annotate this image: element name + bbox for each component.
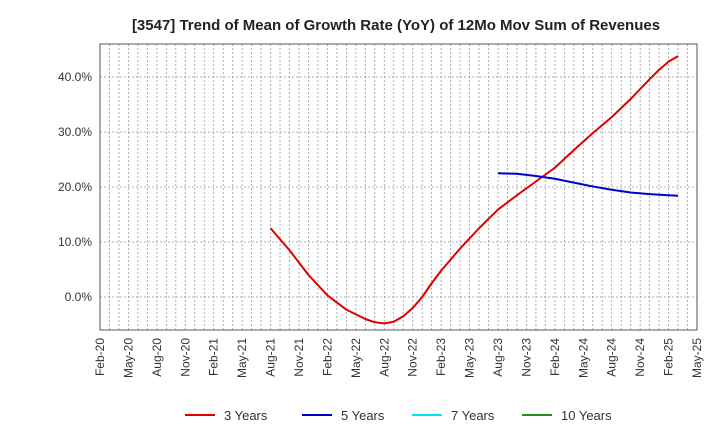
chart-title: [3547] Trend of Mean of Growth Rate (YoY… xyxy=(132,17,660,34)
series-lines xyxy=(269,55,679,325)
x-tick-label: May-25 xyxy=(690,338,704,378)
series-line-5-years xyxy=(497,172,679,197)
x-tick-label: Aug-24 xyxy=(605,338,619,377)
legend-label-7-years: 7 Years xyxy=(451,408,495,423)
x-tick-label: May-24 xyxy=(576,338,590,378)
x-tick-label: Nov-23 xyxy=(519,338,533,377)
x-tick-label: Feb-23 xyxy=(434,338,448,376)
x-tick-label: Feb-25 xyxy=(662,338,676,376)
y-axis-ticks: 0.0% 10.0% 20.0% 30.0% 40.0% xyxy=(58,70,92,304)
y-tick-label: 10.0% xyxy=(58,235,92,249)
y-tick-label: 30.0% xyxy=(58,125,92,139)
plot-frame xyxy=(99,43,698,331)
series-line-3-years xyxy=(269,55,679,325)
x-tick-label: May-22 xyxy=(349,338,363,378)
x-tick-label: Feb-22 xyxy=(320,338,334,376)
x-tick-label: Nov-24 xyxy=(633,338,647,377)
x-tick-label: May-23 xyxy=(463,338,477,378)
x-axis-ticks: Feb-20 May-20 Aug-20 Nov-20 Feb-21 May-21 Aug-… xyxy=(93,338,704,378)
y-tick-label: 20.0% xyxy=(58,180,92,194)
legend-label-5-years: 5 Years xyxy=(341,408,385,423)
y-tick-label: 40.0% xyxy=(58,70,92,84)
x-tick-label: Feb-20 xyxy=(93,338,107,376)
legend-label-3-years: 3 Years xyxy=(224,408,268,423)
x-tick-label: Nov-22 xyxy=(406,338,420,377)
x-tick-label: Nov-20 xyxy=(178,338,192,377)
x-tick-label: Feb-24 xyxy=(548,338,562,376)
x-tick-label: May-20 xyxy=(121,338,135,378)
x-tick-label: May-21 xyxy=(235,338,249,378)
legend-label-10-years: 10 Years xyxy=(561,408,612,423)
x-tick-label: Aug-22 xyxy=(377,338,391,377)
x-tick-label: Aug-20 xyxy=(150,338,164,377)
x-tick-label: Nov-21 xyxy=(292,338,306,377)
legend: 3 Years 5 Years 7 Years 10 Years xyxy=(185,408,612,423)
x-tick-label: Aug-21 xyxy=(264,338,278,377)
y-tick-label: 0.0% xyxy=(65,290,93,304)
x-tick-label: Aug-23 xyxy=(491,338,505,377)
x-tick-label: Feb-21 xyxy=(207,338,221,376)
